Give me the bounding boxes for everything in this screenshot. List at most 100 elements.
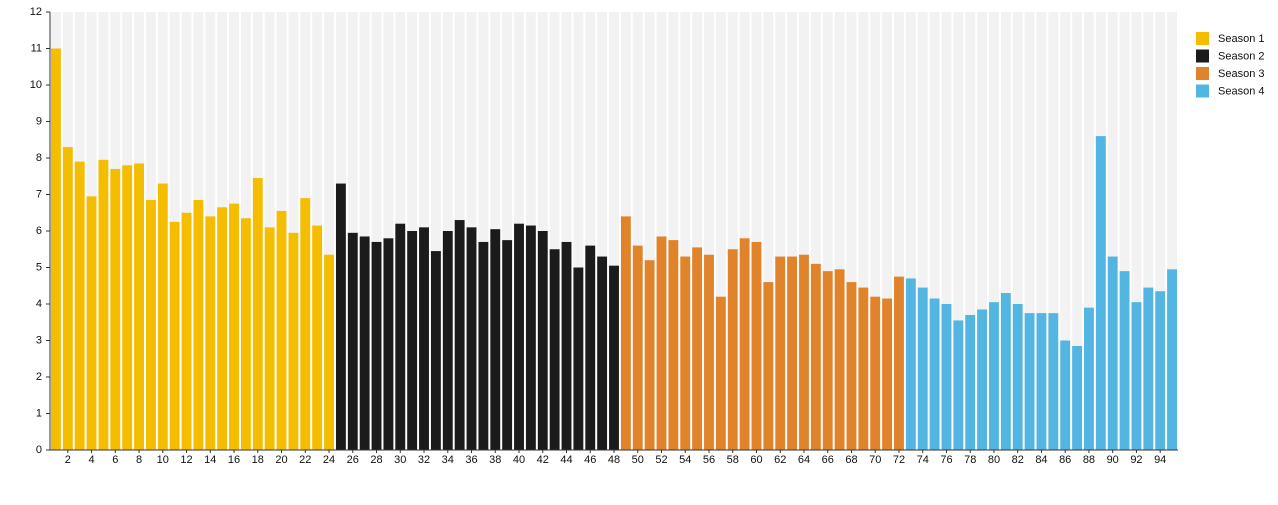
- bar: [193, 199, 204, 450]
- bar: [597, 256, 608, 450]
- x-tick-label: 22: [299, 454, 311, 466]
- bar: [775, 256, 786, 450]
- bar: [205, 216, 216, 450]
- column-background: [347, 12, 358, 450]
- column-background: [787, 12, 798, 450]
- bar: [858, 287, 869, 450]
- bar: [134, 163, 144, 450]
- legend-label: Season 3: [1218, 68, 1264, 80]
- column-background: [573, 12, 584, 450]
- bar: [609, 265, 619, 450]
- bar: [169, 221, 180, 450]
- x-tick-label: 10: [157, 454, 169, 466]
- x-tick-label: 16: [228, 454, 240, 466]
- column-background: [905, 12, 916, 450]
- column-background: [1072, 12, 1083, 450]
- bar: [620, 216, 631, 450]
- y-tick-label: 2: [36, 371, 42, 383]
- bar: [1072, 345, 1083, 450]
- bar: [834, 269, 845, 450]
- bar: [822, 271, 833, 450]
- column-background: [632, 12, 643, 450]
- bar: [98, 159, 109, 450]
- column-background: [846, 12, 857, 450]
- y-tick-label: 1: [36, 407, 42, 419]
- column-background: [1143, 12, 1154, 450]
- bar: [229, 203, 239, 450]
- bar: [1000, 293, 1011, 450]
- x-tick-label: 62: [774, 454, 786, 466]
- x-tick-label: 82: [1012, 454, 1024, 466]
- bar: [989, 302, 999, 450]
- bar: [739, 238, 750, 450]
- column-background: [929, 12, 940, 450]
- bar: [715, 296, 726, 450]
- x-tick-label: 70: [869, 454, 881, 466]
- bar: [74, 161, 85, 450]
- bar: [941, 304, 952, 450]
- column-background: [585, 12, 596, 450]
- column-background: [430, 12, 441, 450]
- y-tick-label: 3: [36, 334, 42, 346]
- column-background: [1060, 12, 1071, 450]
- x-tick-label: 90: [1107, 454, 1119, 466]
- column-background: [739, 12, 750, 450]
- y-tick-label: 6: [36, 225, 42, 237]
- column-background: [727, 12, 738, 450]
- column-background: [288, 12, 299, 450]
- bar: [727, 249, 738, 450]
- bar: [573, 267, 584, 450]
- x-tick-label: 44: [560, 454, 572, 466]
- y-tick-label: 5: [36, 261, 42, 273]
- bar: [751, 241, 762, 450]
- bar: [1048, 313, 1059, 450]
- bar: [371, 241, 382, 450]
- bar: [1107, 256, 1118, 450]
- y-tick-label: 11: [31, 42, 42, 54]
- x-tick-label: 18: [252, 454, 264, 466]
- column-background: [858, 12, 869, 450]
- column-background: [383, 12, 394, 450]
- x-tick-label: 80: [988, 454, 1000, 466]
- bar: [395, 223, 406, 450]
- y-tick-label: 12: [30, 6, 42, 18]
- bar: [965, 314, 976, 450]
- bar: [1024, 313, 1035, 450]
- column-background: [989, 12, 999, 450]
- bar: [252, 178, 263, 450]
- bar: [383, 238, 394, 450]
- x-tick-label: 64: [798, 454, 810, 466]
- bar: [870, 296, 881, 450]
- x-tick-label: 52: [655, 454, 667, 466]
- x-tick-label: 26: [347, 454, 359, 466]
- column-background: [359, 12, 370, 450]
- bar: [787, 256, 798, 450]
- y-tick-label: 0: [36, 444, 42, 456]
- bar: [692, 247, 703, 450]
- x-tick-label: 6: [112, 454, 118, 466]
- bar: [157, 183, 168, 451]
- bar: [312, 225, 323, 450]
- bar: [585, 245, 596, 450]
- bar: [882, 298, 893, 450]
- bar: [217, 207, 228, 450]
- x-tick-label: 72: [893, 454, 905, 466]
- y-tick-label: 4: [36, 298, 42, 310]
- x-tick-label: 56: [703, 454, 715, 466]
- bar: [1095, 136, 1106, 450]
- x-tick-label: 42: [537, 454, 549, 466]
- column-background: [799, 12, 809, 450]
- x-tick-label: 36: [465, 454, 477, 466]
- column-background: [549, 12, 560, 450]
- bar: [1012, 304, 1023, 450]
- column-background: [1084, 12, 1094, 450]
- x-tick-label: 14: [204, 454, 216, 466]
- y-tick-label: 10: [30, 79, 42, 91]
- x-tick-label: 24: [323, 454, 335, 466]
- bar: [656, 236, 667, 450]
- column-background: [561, 12, 572, 450]
- bar: [561, 241, 572, 450]
- x-tick-label: 34: [442, 454, 454, 466]
- x-tick-label: 30: [394, 454, 406, 466]
